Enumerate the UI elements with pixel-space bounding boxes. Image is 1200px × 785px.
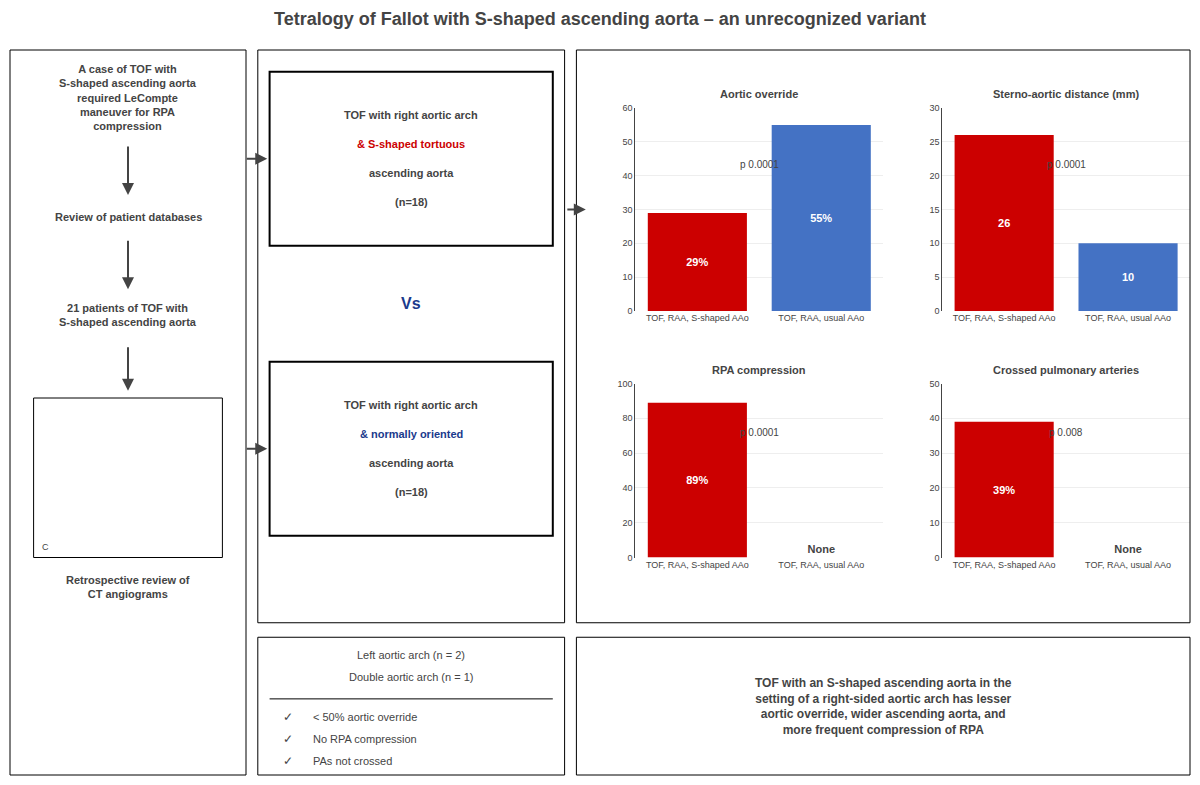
svg-text:100: 100: [618, 379, 633, 389]
svg-text:p 0.0001: p 0.0001: [740, 159, 779, 170]
svg-text:(n=18): (n=18): [395, 486, 428, 498]
svg-text:0: 0: [628, 306, 633, 316]
svg-text:Crossed pulmonary arteries: Crossed pulmonary arteries: [993, 364, 1139, 376]
svg-text:TOF with right aortic arch: TOF with right aortic arch: [344, 109, 478, 121]
svg-text:40: 40: [623, 171, 633, 181]
svg-text:A case of TOF withS-shaped asc: A case of TOF withS-shaped ascending aor…: [59, 63, 197, 132]
svg-text:< 50% aortic override: < 50% aortic override: [313, 711, 417, 723]
svg-text:None: None: [1114, 543, 1142, 555]
svg-text:Review of patient databases: Review of patient databases: [55, 211, 202, 223]
svg-text:✓: ✓: [283, 732, 293, 746]
svg-text:& normally oriented: & normally oriented: [360, 428, 463, 440]
svg-text:Aortic override: Aortic override: [720, 88, 798, 100]
svg-text:Vs: Vs: [401, 295, 421, 312]
svg-text:TOF with right aortic arch: TOF with right aortic arch: [344, 399, 478, 411]
svg-text:& S-shaped tortuous: & S-shaped tortuous: [357, 138, 465, 150]
svg-text:Double aortic arch (n = 1): Double aortic arch (n = 1): [349, 671, 473, 683]
svg-text:60: 60: [623, 103, 633, 113]
svg-text:Left aortic arch (n = 2): Left aortic arch (n = 2): [357, 649, 465, 661]
svg-text:Retrospective review ofCT angi: Retrospective review ofCT angiograms: [66, 574, 190, 600]
svg-text:30: 30: [929, 103, 939, 113]
svg-text:TOF, RAA, S-shaped AAo: TOF, RAA, S-shaped AAo: [646, 313, 749, 323]
svg-text:10: 10: [929, 518, 939, 528]
svg-text:5: 5: [934, 272, 939, 282]
svg-text:TOF, RAA, S-shaped AAo: TOF, RAA, S-shaped AAo: [646, 560, 749, 570]
svg-text:15: 15: [929, 205, 939, 215]
svg-text:25: 25: [929, 137, 939, 147]
svg-text:ascending aorta: ascending aorta: [369, 457, 454, 469]
svg-text:40: 40: [929, 413, 939, 423]
svg-text:TOF, RAA, usual AAo: TOF, RAA, usual AAo: [1085, 313, 1171, 323]
svg-text:50: 50: [623, 137, 633, 147]
svg-text:10: 10: [623, 272, 633, 282]
svg-text:✓: ✓: [283, 710, 293, 724]
svg-text:30: 30: [623, 205, 633, 215]
svg-text:39%: 39%: [993, 484, 1015, 496]
svg-text:26: 26: [998, 217, 1010, 229]
svg-text:10: 10: [1122, 271, 1134, 283]
svg-text:20: 20: [623, 518, 633, 528]
svg-text:p 0.0001: p 0.0001: [740, 427, 779, 438]
svg-text:20: 20: [623, 238, 633, 248]
svg-text:p 0.0001: p 0.0001: [1047, 159, 1086, 170]
svg-text:ascending aorta: ascending aorta: [369, 167, 454, 179]
svg-text:29%: 29%: [686, 256, 708, 268]
svg-text:p 0.008: p 0.008: [1049, 427, 1083, 438]
svg-text:TOF, RAA, S-shaped AAo: TOF, RAA, S-shaped AAo: [953, 313, 1056, 323]
svg-text:0: 0: [628, 553, 633, 563]
svg-text:21 patients of TOF withS-shape: 21 patients of TOF withS-shaped ascendin…: [59, 302, 197, 328]
svg-text:RPA compression: RPA compression: [712, 364, 806, 376]
svg-text:✓: ✓: [283, 754, 293, 768]
svg-text:TOF, RAA, usual AAo: TOF, RAA, usual AAo: [778, 313, 864, 323]
svg-text:TOF with an S-shaped ascending: TOF with an S-shaped ascending aorta in …: [755, 676, 1012, 737]
svg-text:55%: 55%: [810, 212, 832, 224]
svg-text:20: 20: [929, 483, 939, 493]
svg-text:C: C: [42, 542, 49, 552]
svg-text:PAs not crossed: PAs not crossed: [313, 755, 392, 767]
svg-text:None: None: [808, 543, 836, 555]
svg-text:10: 10: [929, 238, 939, 248]
svg-text:Sterno-aortic distance (mm): Sterno-aortic distance (mm): [993, 88, 1139, 100]
svg-text:50: 50: [929, 379, 939, 389]
svg-text:0: 0: [934, 553, 939, 563]
svg-text:40: 40: [623, 483, 633, 493]
svg-text:TOF, RAA, usual AAo: TOF, RAA, usual AAo: [1085, 560, 1171, 570]
svg-text:80: 80: [623, 413, 633, 423]
svg-text:No RPA compression: No RPA compression: [313, 733, 417, 745]
svg-text:89%: 89%: [686, 474, 708, 486]
svg-text:30: 30: [929, 448, 939, 458]
svg-text:(n=18): (n=18): [395, 196, 428, 208]
svg-text:60: 60: [623, 448, 633, 458]
svg-text:0: 0: [934, 306, 939, 316]
svg-text:20: 20: [929, 171, 939, 181]
svg-text:Tetralogy of Fallot with S-sha: Tetralogy of Fallot with S-shaped ascend…: [274, 9, 926, 29]
svg-text:TOF, RAA, S-shaped AAo: TOF, RAA, S-shaped AAo: [953, 560, 1056, 570]
svg-text:TOF, RAA, usual AAo: TOF, RAA, usual AAo: [778, 560, 864, 570]
